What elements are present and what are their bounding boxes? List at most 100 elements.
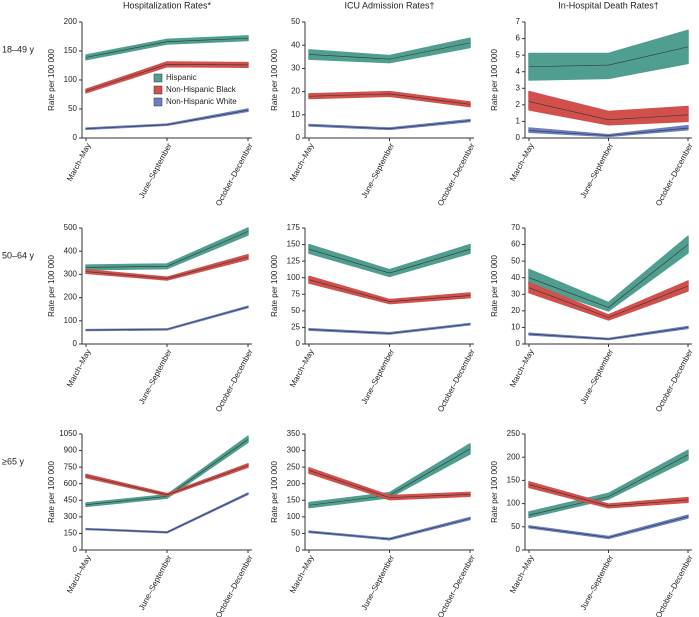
confidence-band (528, 325, 689, 341)
y-tick-label: 350 (287, 429, 301, 438)
y-tick-label: 200 (507, 452, 521, 461)
y-tick-label: 100 (64, 316, 78, 325)
y-tick-label: 175 (287, 223, 301, 232)
series-line (308, 248, 471, 274)
x-tick-label: March–May (288, 142, 316, 183)
x-tick-label: June–September (579, 141, 616, 199)
y-tick-label: 150 (64, 46, 78, 55)
y-tick-label: 450 (64, 495, 78, 504)
series-line (528, 516, 689, 538)
confidence-band (308, 118, 471, 131)
y-tick-label: 200 (64, 17, 78, 26)
column-title: Hospitalization Rates* (123, 0, 212, 10)
y-tick-label: 20 (511, 306, 520, 315)
y-tick-label: 100 (507, 499, 521, 508)
y-tick-label: 125 (287, 256, 301, 265)
y-axis-label: Rate per 100 000 (270, 255, 279, 317)
series-line (528, 46, 689, 68)
x-tick-label: March–May (288, 348, 316, 389)
x-tick-label: March–May (508, 348, 536, 389)
confidence-band (308, 443, 471, 509)
series-line (85, 465, 249, 496)
y-tick-label: 300 (64, 512, 78, 521)
series-line (85, 231, 249, 268)
x-tick-label: October–December (436, 553, 477, 617)
x-tick-label: October–December (654, 141, 695, 207)
y-tick-label: 100 (287, 273, 301, 282)
y-tick-label: 0 (516, 545, 521, 554)
y-tick-label: 0 (516, 133, 521, 142)
y-tick-label: 50 (511, 522, 520, 531)
confidence-band (528, 124, 689, 138)
y-tick-label: 0 (516, 339, 521, 348)
legend-label: Non-Hispanic Black (166, 85, 237, 94)
legend-swatch (153, 97, 163, 107)
y-tick-label: 500 (64, 223, 78, 232)
confidence-band (528, 449, 689, 519)
x-tick-label: October–December (654, 347, 695, 413)
series-line (308, 42, 471, 60)
y-tick-label: 7 (516, 17, 521, 26)
series-line (85, 306, 249, 331)
row-label: 50–64 y (2, 250, 35, 260)
series-line (85, 493, 249, 533)
x-tick-label: March–May (65, 554, 93, 595)
series-line (308, 470, 471, 498)
confidence-band (85, 108, 249, 131)
y-tick-label: 300 (287, 446, 301, 455)
y-tick-label: 70 (511, 223, 520, 232)
y-tick-label: 40 (291, 40, 300, 49)
series-line (85, 64, 249, 92)
y-axis-label: Rate per 100 000 (490, 49, 499, 111)
legend-swatch (153, 85, 163, 95)
y-tick-label: 50 (68, 104, 77, 113)
confidence-band (308, 516, 471, 541)
series-line (308, 279, 471, 302)
series-line (528, 285, 689, 318)
confidence-band (308, 275, 471, 305)
y-tick-label: 0 (73, 133, 78, 142)
y-tick-label: 25 (291, 323, 300, 332)
y-tick-label: 20 (291, 87, 300, 96)
y-axis-label: Rate per 100 000 (270, 461, 279, 523)
y-tick-label: 400 (64, 246, 78, 255)
series-line (528, 127, 689, 136)
confidence-band (308, 322, 471, 335)
y-tick-label: 0 (296, 133, 301, 142)
series-line (528, 101, 689, 121)
series-line (308, 120, 471, 130)
y-tick-label: 4 (516, 67, 521, 76)
confidence-band (85, 305, 249, 332)
y-axis-label: Rate per 100 000 (490, 461, 499, 523)
confidence-band (528, 90, 689, 126)
x-tick-label: March–May (508, 554, 536, 595)
y-axis-label: Rate per 100 000 (47, 49, 56, 111)
row-label: ≥65 y (2, 456, 24, 466)
y-tick-label: 0 (296, 339, 301, 348)
confidence-band (528, 514, 689, 540)
x-tick-label: June–September (137, 347, 174, 405)
y-tick-label: 750 (64, 462, 78, 471)
y-tick-label: 2 (516, 100, 521, 109)
y-tick-label: 50 (291, 529, 300, 538)
x-tick-label: October–December (436, 347, 477, 413)
series-line (528, 454, 689, 516)
y-tick-label: 250 (287, 462, 301, 471)
y-tick-label: 30 (511, 289, 520, 298)
confidence-band (308, 467, 471, 501)
y-tick-label: 100 (64, 75, 78, 84)
y-tick-label: 30 (291, 64, 300, 73)
y-axis-label: Rate per 100 000 (270, 49, 279, 111)
y-tick-label: 600 (64, 479, 78, 488)
y-tick-label: 200 (64, 293, 78, 302)
y-tick-label: 150 (287, 240, 301, 249)
series-line (85, 256, 249, 279)
confidence-band (85, 35, 249, 61)
y-tick-label: 300 (64, 270, 78, 279)
y-tick-label: 10 (511, 323, 520, 332)
x-tick-label: October–December (214, 553, 255, 617)
x-tick-label: October–December (214, 141, 255, 207)
y-tick-label: 5 (516, 50, 521, 59)
y-tick-label: 50 (291, 306, 300, 315)
y-tick-label: 50 (291, 17, 300, 26)
